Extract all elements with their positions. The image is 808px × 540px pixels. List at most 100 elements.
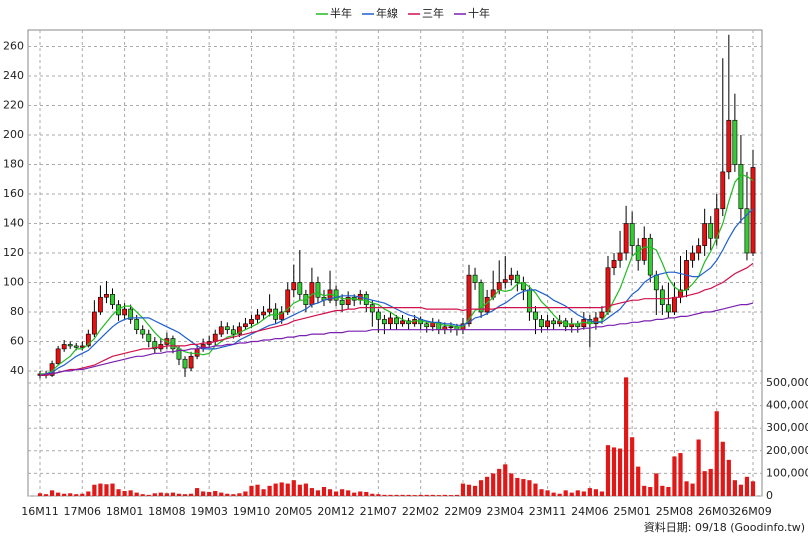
volume-bar — [104, 484, 109, 496]
volume-bar — [617, 448, 623, 496]
x-tick-label: 17M06 — [64, 505, 102, 518]
x-tick-label: 23M11 — [529, 505, 567, 518]
candle-body — [85, 333, 91, 347]
volume-bar — [611, 447, 617, 496]
volume-bar — [442, 494, 447, 496]
volume-bar — [690, 483, 695, 496]
volume-bar — [98, 483, 103, 496]
volume-bar — [400, 494, 405, 496]
volume-bar — [122, 491, 127, 496]
candle-body — [140, 329, 146, 335]
volume-bar — [557, 493, 562, 496]
candle-body — [599, 311, 605, 319]
volume-bar — [56, 492, 61, 496]
volume-bar — [430, 494, 435, 496]
y2-tick-label: 400,000 — [766, 399, 808, 412]
volume-bar — [261, 489, 266, 496]
x-tick-label: 22M02 — [402, 505, 440, 518]
candle-body — [345, 296, 351, 305]
y-tick-label: 120 — [3, 246, 24, 259]
candle-body — [128, 308, 134, 320]
legend-label: 年線 — [376, 6, 398, 20]
volume-bar — [648, 486, 653, 496]
candle-body — [744, 208, 750, 254]
x-tick-label: 23M04 — [487, 505, 525, 518]
candle-body — [297, 282, 303, 295]
candle-body — [388, 317, 393, 325]
candle-body — [539, 319, 544, 328]
candle-body — [653, 274, 659, 291]
y2-tick-label: 500,000 — [766, 376, 808, 389]
candle-body — [146, 333, 152, 342]
volume-bar — [225, 493, 230, 496]
volume-bar — [140, 494, 145, 496]
volume-bar — [213, 491, 218, 496]
volume-bar — [152, 493, 157, 496]
x-tick-label: 19M03 — [190, 505, 228, 518]
candle-body — [91, 311, 97, 335]
legend-label: 三年 — [422, 6, 444, 20]
volume-bar — [624, 377, 629, 496]
candle-body — [110, 293, 115, 305]
x-tick-label: 20M12 — [317, 505, 355, 518]
volume-bar — [86, 491, 91, 496]
volume-bar — [231, 494, 236, 496]
y-tick-label: 140 — [3, 217, 24, 230]
volume-bar — [285, 483, 290, 496]
volume-bar — [666, 486, 671, 496]
volume-bar — [370, 493, 375, 496]
legend-label: 十年 — [468, 6, 490, 20]
volume-bar — [170, 492, 176, 496]
candle-body — [243, 323, 248, 328]
volume-bar — [684, 481, 689, 496]
y-tick-label: 80 — [10, 305, 24, 318]
volume-bar — [587, 488, 592, 496]
volume-bar — [388, 494, 393, 496]
x-tick-label: 25M08 — [656, 505, 694, 518]
candle-body — [134, 319, 140, 330]
volume-bar — [545, 490, 550, 496]
candle-body — [212, 333, 218, 342]
legend-label: 半年 — [330, 6, 352, 20]
volume-bar — [74, 494, 79, 496]
x-tick-label: 24M06 — [571, 505, 609, 518]
volume-bar — [273, 483, 278, 496]
volume-bar — [146, 494, 151, 496]
candle-body — [375, 311, 381, 320]
volume-bar — [62, 493, 67, 496]
volume-bar — [630, 437, 635, 496]
candle-body — [527, 289, 532, 313]
volume-bar — [219, 492, 224, 496]
volume-bar — [37, 493, 43, 496]
volume-bar — [255, 484, 260, 496]
volume-bar — [720, 441, 725, 496]
volume-bar — [382, 494, 387, 496]
candle-body — [255, 314, 260, 320]
candle-body — [623, 223, 629, 254]
candle-body — [629, 223, 635, 246]
candle-body — [339, 299, 345, 305]
candle-body — [267, 308, 273, 313]
volume-bar — [346, 490, 351, 496]
volume-bar — [207, 491, 212, 496]
volume-bar — [539, 489, 544, 496]
volume-bar — [327, 489, 333, 496]
y2-tick-label: 0 — [766, 489, 773, 502]
y2-tick-label: 100,000 — [766, 466, 808, 479]
x-tick-label: 22M09 — [444, 505, 482, 518]
volume-bar — [672, 456, 677, 496]
candle-body — [702, 223, 708, 246]
y-tick-label: 40 — [10, 364, 24, 377]
candle-body — [732, 119, 738, 165]
volume-bar — [418, 494, 423, 496]
candle-body — [285, 289, 291, 313]
volume-bar — [678, 453, 683, 496]
candle-body — [647, 237, 653, 276]
volume-bar — [460, 483, 466, 496]
volume-bar — [394, 494, 399, 496]
volume-bar — [80, 493, 85, 496]
volume-bar — [128, 490, 133, 496]
volume-bar — [309, 488, 315, 496]
volume-bar — [636, 466, 641, 496]
volume-bar — [424, 494, 429, 496]
